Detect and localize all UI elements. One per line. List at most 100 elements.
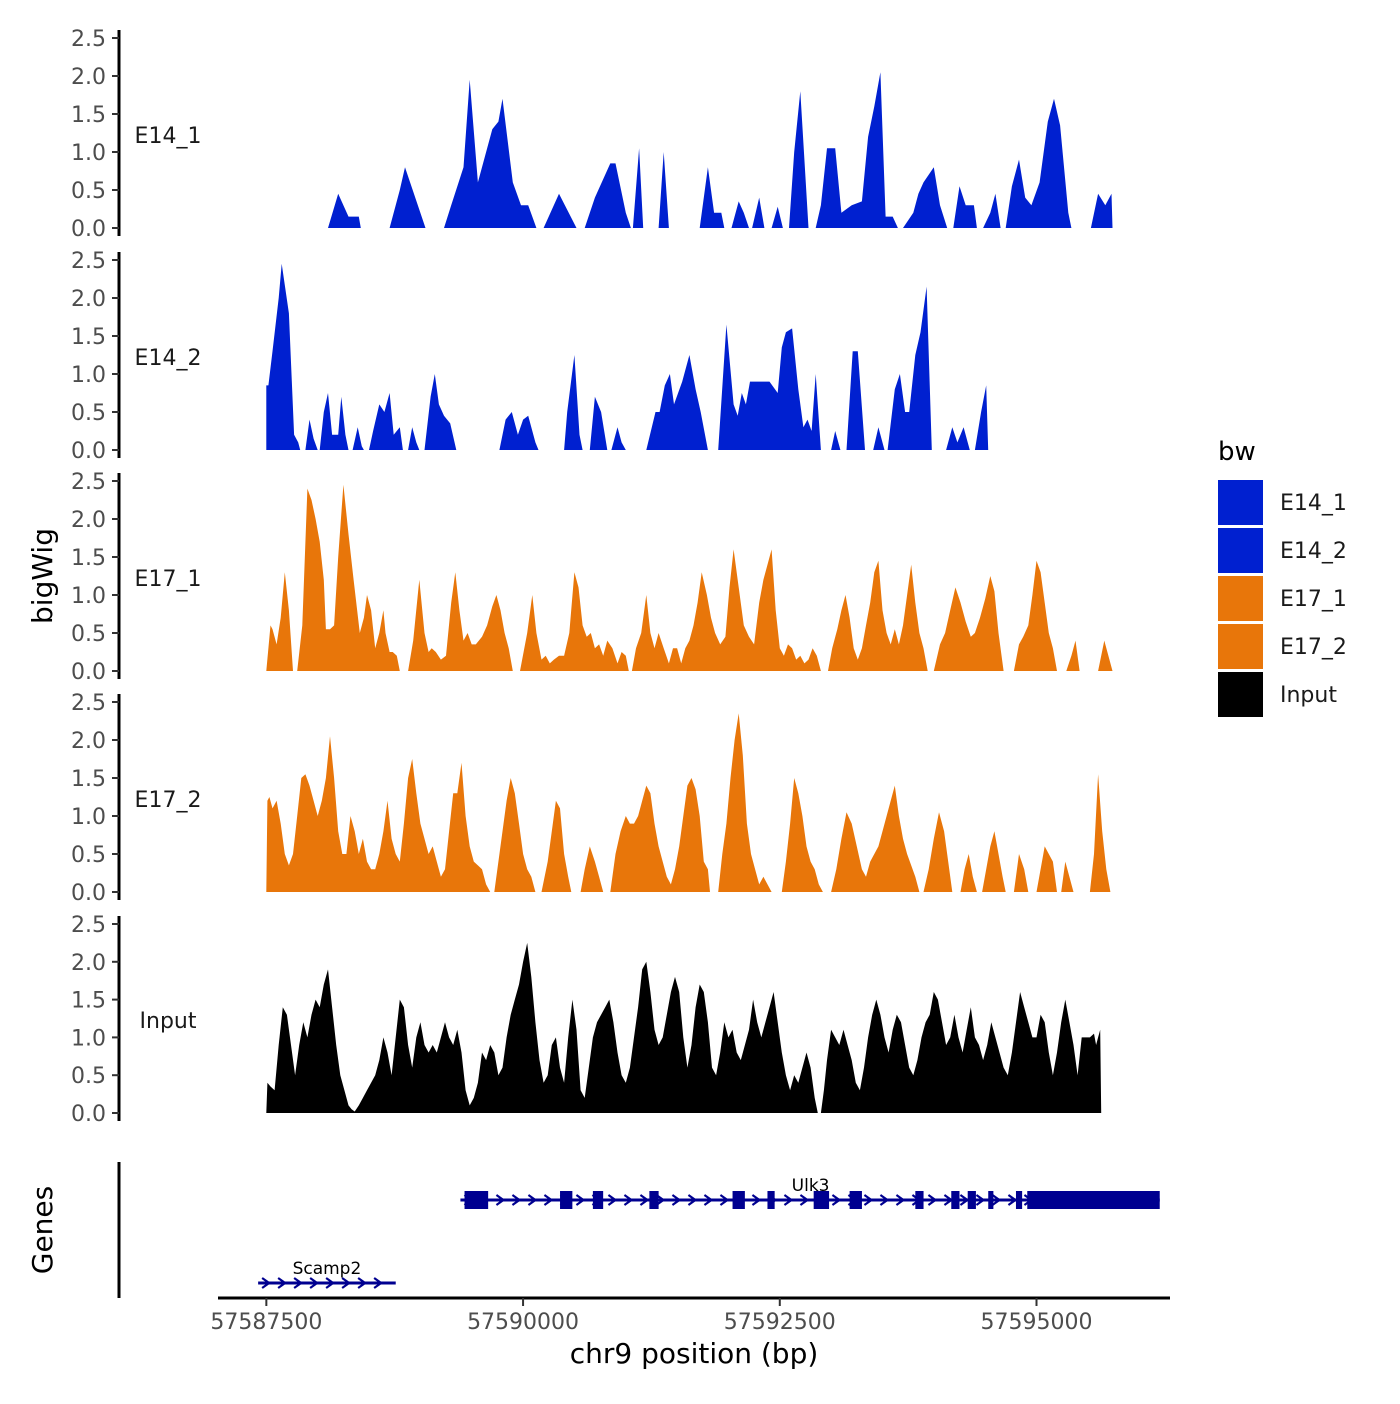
legend-swatch-E14_2 [1218, 528, 1263, 573]
strand-arrow-icon [895, 1194, 906, 1206]
y-tick-label: 1.0 [71, 584, 106, 609]
strand-arrow-icon [831, 1194, 842, 1206]
strand-arrow-icon [799, 1194, 810, 1206]
strand-arrow-icon [959, 1194, 970, 1206]
strand-arrow-icon [623, 1194, 634, 1206]
strand-arrow-icon [277, 1277, 288, 1289]
y-tick-label: 0.5 [71, 401, 106, 426]
area-series-E17_2 [266, 713, 1111, 892]
strand-arrow-icon [495, 1194, 506, 1206]
exon-block [1015, 1191, 1023, 1209]
exon-block [915, 1191, 924, 1209]
strand-arrow-icon [543, 1194, 554, 1206]
exon-block [732, 1191, 745, 1209]
y-axis-title: bigWig [26, 528, 59, 624]
track-label-E14_2: E14_2 [135, 346, 202, 371]
strand-arrow-icon [607, 1194, 618, 1206]
y-tick-label: 2.5 [71, 27, 106, 52]
exon-block [649, 1191, 659, 1209]
strand-arrow-icon [511, 1194, 522, 1206]
legend-swatch-E14_1 [1218, 480, 1263, 525]
strand-arrow-icon [927, 1194, 938, 1206]
gene-label-Scamp2: Scamp2 [293, 1259, 362, 1279]
strand-arrow-icon [527, 1194, 538, 1206]
y-tick-label: 0.5 [71, 622, 106, 647]
y-tick-label: 2.0 [71, 951, 106, 976]
legend-swatch-E17_1 [1218, 576, 1263, 621]
track-label-E14_1: E14_1 [135, 124, 202, 149]
area-series-Input [266, 942, 1102, 1113]
strand-arrow-icon [309, 1277, 320, 1289]
strand-arrow-icon [783, 1194, 794, 1206]
legend-label-E14_1: E14_1 [1280, 491, 1347, 516]
y-tick-label: 1.0 [71, 805, 106, 830]
area-series-E17_1 [266, 484, 1113, 671]
strand-arrow-icon [373, 1277, 384, 1289]
exon-block [951, 1191, 960, 1209]
strand-arrow-icon [719, 1194, 730, 1206]
y-tick-label: 2.5 [71, 470, 106, 495]
exon-block [1027, 1191, 1160, 1209]
track-label-E17_2: E17_2 [135, 788, 202, 813]
y-tick-label: 2.5 [71, 691, 106, 716]
strand-arrow-icon [863, 1194, 874, 1206]
exon-block [592, 1191, 604, 1209]
track-label-Input: Input [140, 1009, 197, 1034]
y-tick-label: 2.0 [71, 287, 106, 312]
strand-arrow-icon [687, 1194, 698, 1206]
gene-label-Ulk3: Ulk3 [792, 1176, 830, 1196]
area-series-E14_2 [266, 263, 989, 450]
y-tick-label: 2.0 [71, 508, 106, 533]
y-tick-label: 2.5 [71, 249, 106, 274]
y-tick-label: 0.0 [71, 1102, 106, 1127]
area-series-E14_1 [297, 72, 1113, 228]
legend-label-Input: Input [1280, 683, 1337, 708]
exon-block [767, 1191, 775, 1209]
y-tick-label: 0.0 [71, 881, 106, 906]
y-tick-label: 0.5 [71, 1064, 106, 1089]
x-tick-label: 57587500 [210, 1310, 322, 1335]
strand-arrow-icon [879, 1194, 890, 1206]
strand-arrow-icon [325, 1277, 336, 1289]
y-tick-label: 1.0 [71, 363, 106, 388]
y-tick-label: 0.5 [71, 179, 106, 204]
exon-block [988, 1191, 994, 1209]
y-tick-label: 1.0 [71, 1026, 106, 1051]
strand-arrow-icon [655, 1194, 666, 1206]
y-tick-label: 1.5 [71, 103, 106, 128]
x-tick-label: 57590000 [467, 1310, 579, 1335]
strand-arrow-icon [751, 1194, 762, 1206]
strand-arrow-icon [261, 1277, 272, 1289]
strand-arrow-icon [1007, 1194, 1018, 1206]
y-tick-label: 1.5 [71, 546, 106, 571]
strand-arrow-icon [575, 1194, 586, 1206]
legend-label-E14_2: E14_2 [1280, 539, 1347, 564]
exon-block [464, 1191, 489, 1209]
y-tick-label: 0.0 [71, 217, 106, 242]
x-tick-label: 57595000 [981, 1310, 1093, 1335]
strand-arrow-icon [341, 1277, 352, 1289]
strand-arrow-icon [991, 1194, 1002, 1206]
y-tick-label: 1.0 [71, 141, 106, 166]
y-tick-label: 1.5 [71, 989, 106, 1014]
y-tick-label: 2.0 [71, 65, 106, 90]
exon-block [849, 1191, 862, 1209]
exon-block [813, 1191, 830, 1209]
y-tick-label: 2.5 [71, 913, 106, 938]
y-tick-label: 0.0 [71, 660, 106, 685]
x-tick-label: 57592500 [724, 1310, 836, 1335]
y-tick-label: 1.5 [71, 767, 106, 792]
exon-block [560, 1191, 573, 1209]
y-tick-label: 0.5 [71, 843, 106, 868]
legend-swatch-Input [1218, 672, 1263, 717]
strand-arrow-icon [293, 1277, 304, 1289]
strand-arrow-icon [357, 1277, 368, 1289]
legend-title: bw [1218, 437, 1256, 467]
strand-arrow-icon [975, 1194, 986, 1206]
legend-label-E17_2: E17_2 [1280, 635, 1347, 660]
legend-label-E17_1: E17_1 [1280, 587, 1347, 612]
strand-arrow-icon [671, 1194, 682, 1206]
y-tick-label: 1.5 [71, 325, 106, 350]
x-axis-title: chr9 position (bp) [570, 1337, 819, 1370]
